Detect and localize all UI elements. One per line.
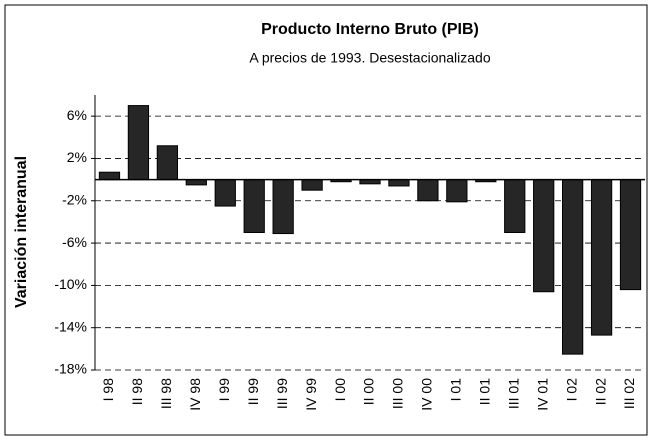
chart-title: Producto Interno Bruto (PIB) [261,21,479,38]
bar [533,179,555,293]
bar [562,179,584,355]
y-tick-label: -10% [54,276,87,292]
y-axis-title: Variación interanual [13,156,30,308]
x-tick-label: III 00 [390,378,406,409]
x-tick-label: II 98 [129,378,145,405]
x-tick-label: III 02 [621,378,637,409]
x-tick-label: III 01 [505,378,521,409]
bar [156,145,179,181]
x-tick-label: IV 98 [187,378,203,411]
bar [417,179,439,202]
bar [98,171,121,181]
y-tick-label: -18% [54,361,87,377]
x-tick-label: I 00 [332,378,348,402]
chart-frame [4,4,648,436]
x-tick-label: IV 01 [534,378,550,411]
x-tick-label: I 02 [563,378,579,402]
bar [388,179,410,187]
x-tick-label: III 98 [158,378,174,409]
x-tick-label: II 02 [592,378,608,405]
chart-subtitle: A precios de 1993. Desestacionalizado [249,50,490,66]
bar [185,179,207,186]
y-tick-label: -14% [54,318,87,334]
y-tick-label: 6% [67,107,87,123]
x-tick-label: II 99 [245,378,261,405]
bar [619,179,642,291]
bar [301,179,323,191]
bar [243,179,265,234]
bar [504,179,526,234]
bar [446,179,468,203]
x-tick-label: IV 00 [419,378,435,411]
bar [214,179,236,207]
x-tick-label: IV 99 [303,378,319,411]
y-tick-label: 2% [67,149,87,165]
x-tick-label: I 99 [216,378,232,402]
bar [127,105,150,181]
x-tick-label: II 00 [361,378,377,405]
y-tick-label: -6% [62,234,87,250]
bar [272,179,294,235]
x-tick-label: III 99 [274,378,290,409]
x-tick-label: I 98 [100,378,116,402]
x-tick-label: I 01 [448,378,464,402]
bar [590,179,613,336]
y-tick-label: -2% [62,191,87,207]
x-tick-label: II 01 [476,378,492,405]
